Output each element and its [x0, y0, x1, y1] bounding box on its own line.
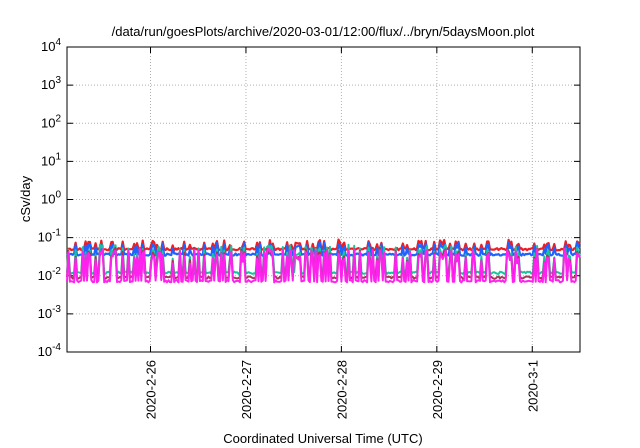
series-line — [66, 246, 581, 284]
chart-title: /data/run/goesPlots/archive/2020-03-01/1… — [112, 24, 535, 39]
x-tick-labels: 2020-2-26 2020-2-27 2020-2-28 2020-2-29 2020… — [144, 360, 541, 419]
x-tick-label: 2020-3-1 — [525, 360, 540, 412]
y-tick-label: 100 — [41, 190, 61, 207]
x-tick-label: 2020-2-26 — [144, 360, 159, 419]
plot-frame — [66, 46, 581, 353]
y-tick-label: 10-4 — [38, 342, 62, 359]
grid — [67, 46, 580, 353]
x-tick-label: 2020-2-27 — [239, 360, 254, 419]
series-group — [66, 238, 581, 284]
y-tick-label: 103 — [41, 75, 61, 92]
y-tick-label: 10-3 — [38, 304, 62, 321]
x-tick-label: 2020-2-28 — [334, 360, 349, 419]
y-tick-label: 10-2 — [38, 266, 62, 283]
y-axis-label: cSv/day — [18, 175, 33, 222]
y-tick-label: 101 — [41, 151, 61, 168]
x-axis-label: Coordinated Universal Time (UTC) — [223, 431, 422, 446]
y-tick-labels: 10-4 10-3 10-2 10-1 100 101 102 103 104 — [38, 37, 62, 359]
x-tick-label: 2020-2-29 — [430, 360, 445, 419]
y-tick-label: 104 — [41, 37, 61, 54]
y-tick-label: 10-1 — [38, 228, 62, 245]
y-tick-label: 102 — [41, 113, 61, 130]
series-line — [66, 241, 581, 257]
